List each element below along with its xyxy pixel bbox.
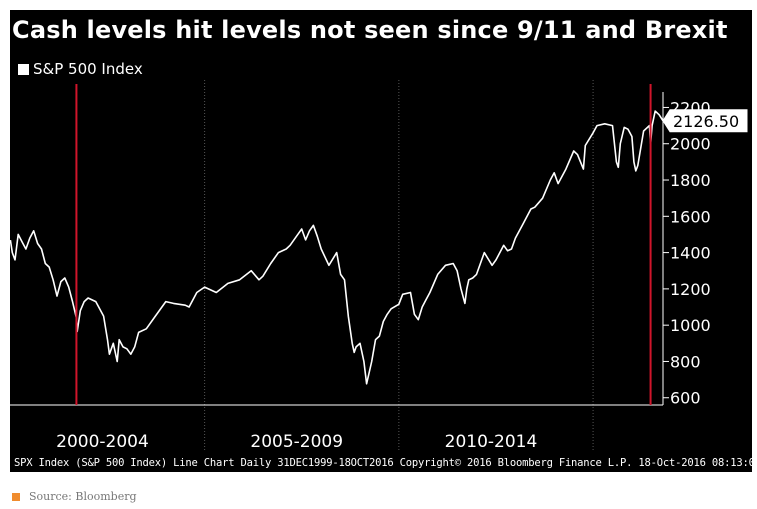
source-note: Source: Bloomberg <box>12 490 137 503</box>
legend-swatch <box>18 63 29 75</box>
last-value-label: 2126.50 <box>673 112 739 131</box>
series-line <box>10 110 664 385</box>
y-tick-label: 1800 <box>670 171 711 190</box>
x-group-label: 2010-2014 <box>445 432 538 452</box>
y-tick-label: 600 <box>670 389 701 408</box>
y-tick-label: 1000 <box>670 316 711 335</box>
x-group-label: 2005-2009 <box>250 432 343 452</box>
chart-footer: SPX Index (S&P 500 Index) Line Chart Dai… <box>14 457 757 469</box>
y-tick-label: 1200 <box>670 280 711 299</box>
source-label: Source: Bloomberg <box>29 490 137 503</box>
x-group-label: 2000-2004 <box>56 432 149 452</box>
chart-legend: S&P 500 Index <box>18 60 143 78</box>
legend-label: S&P 500 Index <box>33 60 143 78</box>
y-tick-label: 2000 <box>670 135 711 154</box>
y-tick-label: 800 <box>670 352 701 371</box>
chart-panel: Cash levels hit levels not seen since 9/… <box>10 10 757 472</box>
y-tick-label: 1400 <box>670 244 711 263</box>
y-tick-label: 1600 <box>670 207 711 226</box>
last-value-box <box>662 109 748 133</box>
chart-title: Cash levels hit levels not seen since 9/… <box>12 16 728 44</box>
source-square-icon <box>12 492 20 501</box>
line-chart: 60080010001200140016001800200022002000-2… <box>10 80 748 452</box>
